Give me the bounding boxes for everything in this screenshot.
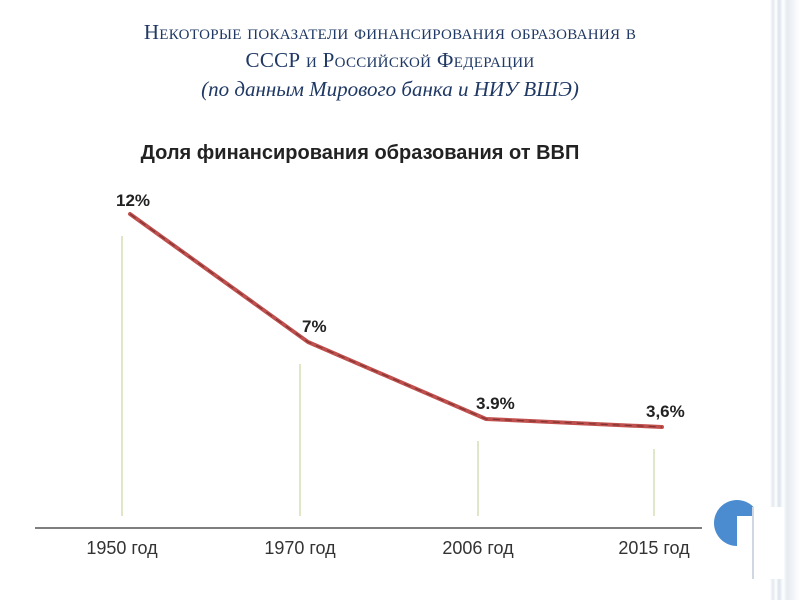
data-label-1: 12% [116,191,150,210]
data-label-2: 7% [302,317,327,336]
x-tick-label-4: 2015 год [618,538,690,558]
navigation-badge-cut [737,516,755,552]
slide-title-block: Некоторые показатели финансирования обра… [40,18,740,104]
slide-title-line-1: Некоторые показатели финансирования обра… [143,20,637,44]
data-label-4: 3,6% [646,402,685,421]
series-line [128,212,664,429]
corner-panel [752,507,784,579]
decorative-side-stripe [770,0,800,600]
slide-subtitle: (по данным Мирового банка и НИУ ВШЭ) [201,77,579,101]
data-label-3: 3.9% [476,394,515,413]
x-tick-label-2: 1970 год [264,538,336,558]
series-dash-overlay [129,213,663,428]
x-tick-label-1: 1950 год [86,538,158,558]
chart-title: Доля финансирования образования от ВВП [140,142,580,164]
slide-title-line-2: СССР и Российской Федерации [245,48,535,72]
x-tick-label-3: 2006 год [442,538,514,558]
